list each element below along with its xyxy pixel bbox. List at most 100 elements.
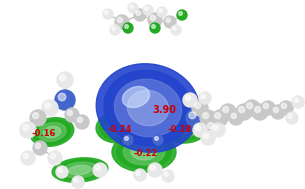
Ellipse shape <box>155 111 207 143</box>
Ellipse shape <box>52 158 108 182</box>
Circle shape <box>75 115 89 129</box>
Circle shape <box>189 112 196 119</box>
Ellipse shape <box>34 120 70 144</box>
Circle shape <box>123 23 133 33</box>
Circle shape <box>105 11 108 14</box>
Circle shape <box>45 103 51 109</box>
Ellipse shape <box>62 162 98 178</box>
Circle shape <box>192 100 208 116</box>
Circle shape <box>159 9 162 12</box>
Ellipse shape <box>43 126 61 138</box>
Circle shape <box>33 141 47 155</box>
Circle shape <box>67 110 73 115</box>
Ellipse shape <box>127 90 169 126</box>
Circle shape <box>136 171 141 175</box>
Circle shape <box>288 114 292 119</box>
Circle shape <box>59 74 66 81</box>
Ellipse shape <box>30 118 74 146</box>
Circle shape <box>155 137 158 140</box>
Circle shape <box>195 125 201 131</box>
Circle shape <box>273 107 278 113</box>
Ellipse shape <box>96 64 200 152</box>
Circle shape <box>162 170 174 182</box>
Circle shape <box>77 117 83 122</box>
Text: 3.90: 3.90 <box>152 105 176 115</box>
Circle shape <box>150 23 160 33</box>
Ellipse shape <box>114 79 182 137</box>
Circle shape <box>199 92 211 104</box>
Circle shape <box>72 176 84 188</box>
Circle shape <box>58 93 66 101</box>
Ellipse shape <box>123 139 165 165</box>
Circle shape <box>74 178 78 183</box>
Ellipse shape <box>96 111 144 143</box>
Circle shape <box>95 165 101 170</box>
Circle shape <box>57 72 73 88</box>
Circle shape <box>203 113 209 119</box>
Circle shape <box>236 104 252 120</box>
Circle shape <box>195 103 201 109</box>
Circle shape <box>292 96 304 108</box>
Circle shape <box>185 95 191 101</box>
Circle shape <box>21 151 35 165</box>
Text: -0.24: -0.24 <box>108 125 132 133</box>
Circle shape <box>171 25 181 35</box>
Circle shape <box>128 3 138 13</box>
Circle shape <box>153 135 163 145</box>
Circle shape <box>201 131 215 145</box>
Circle shape <box>229 111 243 125</box>
Ellipse shape <box>110 121 130 133</box>
Circle shape <box>152 25 156 28</box>
Circle shape <box>201 94 206 98</box>
Circle shape <box>294 98 299 102</box>
Circle shape <box>42 100 58 116</box>
Circle shape <box>239 107 245 113</box>
Circle shape <box>223 107 229 113</box>
Circle shape <box>136 11 141 15</box>
Ellipse shape <box>38 123 66 141</box>
Circle shape <box>125 25 128 28</box>
Ellipse shape <box>122 86 149 108</box>
Circle shape <box>143 5 153 15</box>
Ellipse shape <box>117 135 171 169</box>
Circle shape <box>65 108 79 122</box>
Circle shape <box>186 109 204 127</box>
Ellipse shape <box>104 70 192 146</box>
Circle shape <box>205 120 221 136</box>
Circle shape <box>212 110 228 126</box>
Circle shape <box>23 125 29 131</box>
Circle shape <box>117 17 123 22</box>
Ellipse shape <box>131 144 157 160</box>
Circle shape <box>193 123 207 137</box>
Circle shape <box>220 104 236 120</box>
Circle shape <box>246 103 253 109</box>
Circle shape <box>130 5 133 8</box>
Circle shape <box>48 151 62 165</box>
Circle shape <box>134 169 146 181</box>
Ellipse shape <box>164 117 198 137</box>
Circle shape <box>279 101 293 115</box>
Circle shape <box>177 10 187 20</box>
Circle shape <box>166 18 170 22</box>
Circle shape <box>213 125 219 131</box>
Ellipse shape <box>56 160 104 180</box>
Ellipse shape <box>159 113 203 141</box>
Circle shape <box>50 153 56 159</box>
Circle shape <box>33 113 39 119</box>
Circle shape <box>55 90 75 110</box>
Circle shape <box>112 27 115 30</box>
Text: -0.16: -0.16 <box>32 129 56 138</box>
Circle shape <box>200 110 216 126</box>
Circle shape <box>145 7 149 10</box>
Circle shape <box>125 137 128 140</box>
Circle shape <box>58 168 63 173</box>
Circle shape <box>148 13 162 27</box>
Circle shape <box>150 165 156 170</box>
Circle shape <box>208 122 213 129</box>
Circle shape <box>150 15 156 21</box>
Circle shape <box>93 163 107 177</box>
Circle shape <box>203 133 209 139</box>
Circle shape <box>211 123 225 137</box>
Ellipse shape <box>170 121 191 133</box>
Circle shape <box>255 107 261 113</box>
